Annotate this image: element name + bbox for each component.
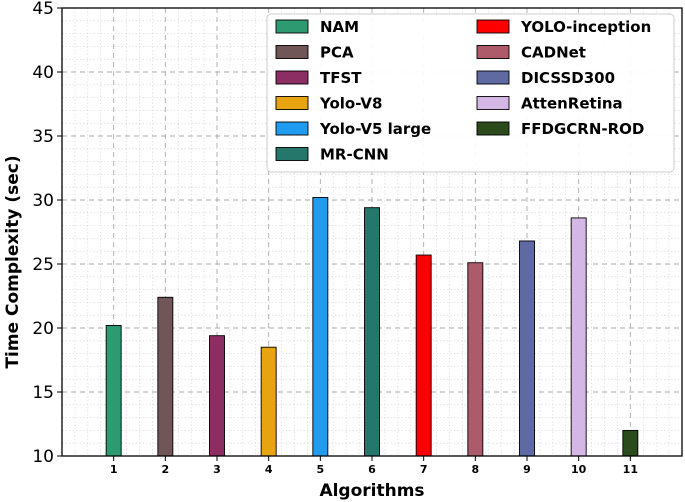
legend-swatch xyxy=(275,45,309,59)
x-tick-label: 2 xyxy=(162,463,170,476)
x-tick-label: 11 xyxy=(623,463,638,476)
bar-attenretina xyxy=(570,217,587,457)
bar-tfst xyxy=(209,335,225,457)
legend-label: NAM xyxy=(320,18,359,36)
legend-swatch xyxy=(476,19,510,34)
legend-label: Yolo-V8 xyxy=(319,95,382,113)
x-tick-label: 5 xyxy=(317,463,325,476)
legend-swatch xyxy=(275,19,309,34)
bar-yolo-v8 xyxy=(260,346,277,457)
legend-swatch xyxy=(476,121,510,136)
bar-yolo-inception xyxy=(415,254,432,457)
x-tick-label: 8 xyxy=(472,463,480,476)
y-tick-label: 15 xyxy=(32,383,54,403)
x-axis: 1 2 3 4 5 6 7 8 9 10 11 xyxy=(110,456,638,476)
bar-nam xyxy=(105,324,122,457)
y-axis: 10 15 20 25 30 35 40 45 xyxy=(32,0,62,467)
x-tick-label: 7 xyxy=(420,463,428,476)
bar-mr-cnn xyxy=(364,207,380,457)
y-tick-label: 40 xyxy=(32,63,54,83)
legend-box xyxy=(266,13,675,173)
y-tick-label: 30 xyxy=(32,191,54,211)
bar-dicssd300 xyxy=(519,240,535,457)
legend-label: MR-CNN xyxy=(320,146,389,164)
x-axis-label: Algorithms xyxy=(319,481,424,501)
x-tick-label: 1 xyxy=(110,463,118,476)
y-tick-label: 35 xyxy=(32,127,54,147)
legend-swatch xyxy=(275,96,309,110)
legend-label: PCA xyxy=(320,44,354,62)
legend-label: CADNet xyxy=(521,44,586,62)
legend-swatch xyxy=(476,70,510,85)
y-tick-label: 45 xyxy=(32,0,54,19)
y-axis-label: Time Complexity (sec) xyxy=(3,155,23,368)
bar-ffdgcrn-rod xyxy=(622,429,639,457)
legend-swatch xyxy=(476,45,510,59)
legend-label: AttenRetina xyxy=(521,95,623,113)
x-tick-label: 4 xyxy=(265,463,273,476)
legend-swatch xyxy=(476,96,510,110)
legend: NAM PCA TFST Yolo-V8 Yolo-V5 large MR-CNN YOLO… xyxy=(266,13,675,173)
bar-pca xyxy=(157,296,174,457)
legend-label: DICSSD300 xyxy=(521,69,615,87)
legend-label: FFDGCRN-ROD xyxy=(521,120,644,138)
x-tick-label: 3 xyxy=(213,463,221,476)
legend-swatch xyxy=(275,121,309,136)
x-tick-label: 9 xyxy=(523,463,531,476)
legend-label: YOLO-inception xyxy=(520,18,651,36)
y-tick-label: 20 xyxy=(32,319,54,339)
x-tick-label: 6 xyxy=(368,463,376,476)
y-tick-label: 10 xyxy=(32,447,54,467)
bar-cadnet xyxy=(467,262,484,457)
y-tick-label: 25 xyxy=(32,255,54,275)
x-tick-label: 10 xyxy=(571,463,587,476)
legend-label: Yolo-V5 large xyxy=(319,120,431,138)
legend-swatch xyxy=(275,70,309,85)
legend-label: TFST xyxy=(320,69,362,87)
bar-yolo-v5-large xyxy=(312,196,329,457)
legend-swatch xyxy=(275,147,309,161)
